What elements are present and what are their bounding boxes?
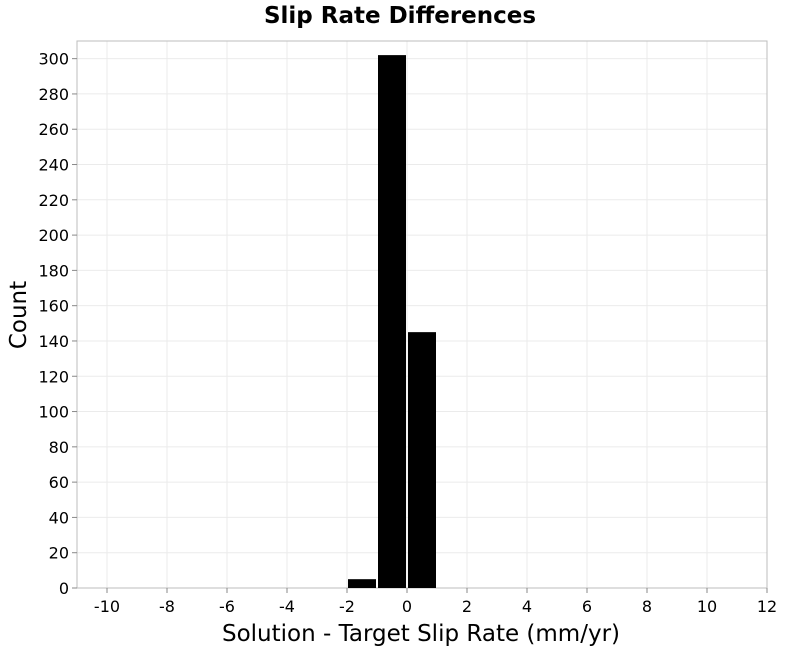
y-axis-ticks: 0 20 40 60 80 100 120 140 160 180 200 220 240 260 280 3… — [38, 50, 77, 598]
y-tick-label: 180 — [38, 261, 69, 280]
y-tick-label: 300 — [38, 50, 69, 69]
y-tick-label: 220 — [38, 191, 69, 210]
histogram-bar — [378, 55, 406, 588]
x-tick-label: -2 — [339, 597, 355, 616]
y-tick-label: 120 — [38, 367, 69, 386]
x-tick-label: -4 — [279, 597, 295, 616]
y-tick-label: 160 — [38, 297, 69, 316]
y-tick-label: 200 — [38, 226, 69, 245]
x-tick-label: -6 — [219, 597, 235, 616]
x-tick-label: 8 — [642, 597, 652, 616]
y-tick-label: 240 — [38, 156, 69, 175]
y-tick-label: 0 — [59, 579, 69, 598]
chart-title: Slip Rate Differences — [264, 3, 536, 29]
x-tick-label: -8 — [159, 597, 175, 616]
histogram-bar — [348, 579, 376, 588]
y-tick-label: 20 — [49, 544, 69, 563]
x-tick-label: 12 — [757, 597, 777, 616]
y-tick-label: 260 — [38, 120, 69, 139]
y-tick-label: 60 — [49, 473, 69, 492]
x-tick-label: 6 — [582, 597, 592, 616]
x-tick-label: 4 — [522, 597, 532, 616]
x-tick-label: 0 — [402, 597, 412, 616]
y-axis-label: Count — [6, 281, 32, 349]
y-tick-label: 80 — [49, 438, 69, 457]
x-axis-ticks: -10 -8 -6 -4 -2 0 2 4 6 8 10 12 — [94, 588, 777, 616]
y-tick-label: 100 — [38, 403, 69, 422]
x-tick-label: 2 — [462, 597, 472, 616]
x-axis-label: Solution - Target Slip Rate (mm/yr) — [222, 621, 620, 647]
y-tick-label: 140 — [38, 332, 69, 351]
y-tick-label: 40 — [49, 508, 69, 527]
y-tick-label: 280 — [38, 85, 69, 104]
bars — [348, 55, 436, 588]
x-tick-label: 10 — [697, 597, 717, 616]
histogram-bar — [408, 332, 436, 588]
x-tick-label: -10 — [94, 597, 120, 616]
